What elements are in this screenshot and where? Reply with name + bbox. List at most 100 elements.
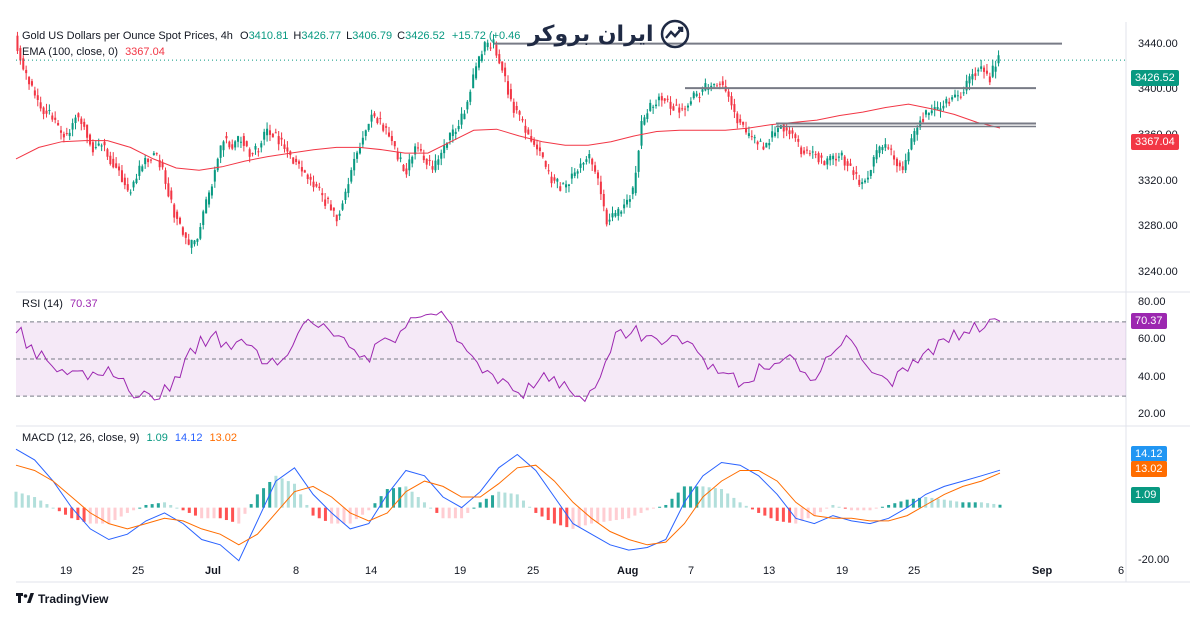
candle — [506, 81, 510, 95]
candle — [181, 227, 184, 235]
candle — [419, 149, 422, 151]
candle — [402, 164, 405, 172]
last-price-badge: 3426.52 — [1131, 70, 1179, 86]
candle — [922, 118, 925, 122]
candle — [109, 155, 112, 165]
candle — [739, 118, 742, 123]
candle — [974, 73, 977, 77]
macd-histogram-bar — [342, 507, 346, 524]
candle — [797, 138, 800, 142]
macd-histogram-bar — [639, 507, 643, 513]
candle — [692, 92, 695, 99]
candle — [466, 101, 469, 110]
candle — [376, 118, 379, 124]
time-tick-label: 19 — [60, 565, 73, 577]
candle — [138, 165, 141, 176]
candle — [237, 136, 240, 142]
candle — [527, 129, 530, 135]
candle — [370, 114, 373, 122]
candle — [425, 158, 428, 165]
candle — [634, 172, 637, 194]
candle — [890, 148, 893, 150]
candle — [924, 110, 927, 115]
candle — [837, 156, 840, 158]
candle — [74, 117, 77, 124]
macd-histogram-bar — [726, 493, 730, 508]
candle — [187, 239, 190, 245]
macd-histogram-bar — [571, 507, 575, 529]
macd-histogram-bar — [323, 507, 327, 521]
candle — [54, 117, 57, 120]
candle — [205, 199, 208, 214]
candle — [443, 145, 446, 154]
macd-histogram-bar — [299, 494, 303, 508]
macd-histogram-bar — [559, 507, 563, 526]
candle — [495, 44, 498, 56]
macd-histogram-bar — [305, 504, 309, 508]
rsi-title: RSI (14) — [22, 298, 63, 310]
macd-histogram-bar — [880, 506, 884, 508]
signal-badge: 13.02 — [1131, 461, 1167, 477]
candle — [948, 101, 951, 104]
candle — [594, 165, 597, 172]
candle — [994, 66, 997, 72]
candle — [695, 93, 698, 97]
macd-histogram-bar — [713, 488, 717, 508]
candle — [350, 170, 353, 182]
candle — [901, 166, 904, 170]
macd-histogram-bar — [590, 507, 594, 524]
candle — [118, 166, 121, 171]
candle — [727, 91, 730, 97]
candle — [463, 113, 466, 120]
candle — [759, 140, 762, 142]
candle — [68, 132, 71, 137]
candle — [367, 123, 370, 130]
macd-histogram-bar — [113, 507, 117, 521]
candle — [309, 176, 312, 180]
macd-histogram-bar — [453, 507, 457, 519]
rsi-tick-label: 60.00 — [1138, 333, 1166, 346]
macd-histogram-bar — [757, 507, 761, 513]
candle — [59, 130, 63, 133]
candle — [852, 170, 855, 175]
price-tick-label: 3400.00 — [1138, 83, 1178, 96]
candle — [202, 211, 205, 226]
candle — [832, 155, 835, 160]
macd-histogram-bar — [948, 500, 952, 508]
candle — [344, 191, 347, 201]
candle — [356, 152, 359, 159]
candle — [570, 173, 573, 179]
candle — [501, 61, 504, 71]
macd-histogram-bar — [348, 507, 352, 524]
candle — [893, 155, 896, 160]
candle — [625, 199, 629, 205]
candle — [672, 106, 675, 111]
candle — [956, 95, 959, 97]
macd-histogram-bar — [193, 507, 197, 516]
time-tick-label: 25 — [908, 565, 921, 577]
candle — [89, 134, 92, 145]
candle — [454, 131, 457, 134]
price-pane — [15, 31, 1126, 254]
candle — [274, 132, 277, 134]
open-value: 3410.81 — [248, 30, 289, 42]
macd-histogram-bar — [156, 503, 160, 508]
macd-histogram-bar — [620, 507, 624, 520]
candle — [544, 160, 547, 167]
rsi-badge: 70.37 — [1131, 313, 1167, 329]
candle — [51, 115, 54, 120]
macd-histogram-bar — [354, 507, 358, 520]
candle — [86, 124, 89, 138]
candle — [536, 144, 539, 150]
candle — [364, 130, 367, 137]
candle — [411, 156, 414, 164]
candle — [251, 153, 254, 155]
macd-legend: MACD (12, 26, close, 9) 1.09 14.12 13.02 — [22, 432, 237, 444]
macd-histogram-bar — [262, 488, 266, 508]
candle — [872, 157, 875, 167]
high-value: 3426.77 — [301, 30, 342, 42]
candle — [521, 118, 524, 121]
candle — [231, 144, 234, 149]
rsi-line — [15, 310, 1001, 403]
candle — [907, 152, 910, 162]
